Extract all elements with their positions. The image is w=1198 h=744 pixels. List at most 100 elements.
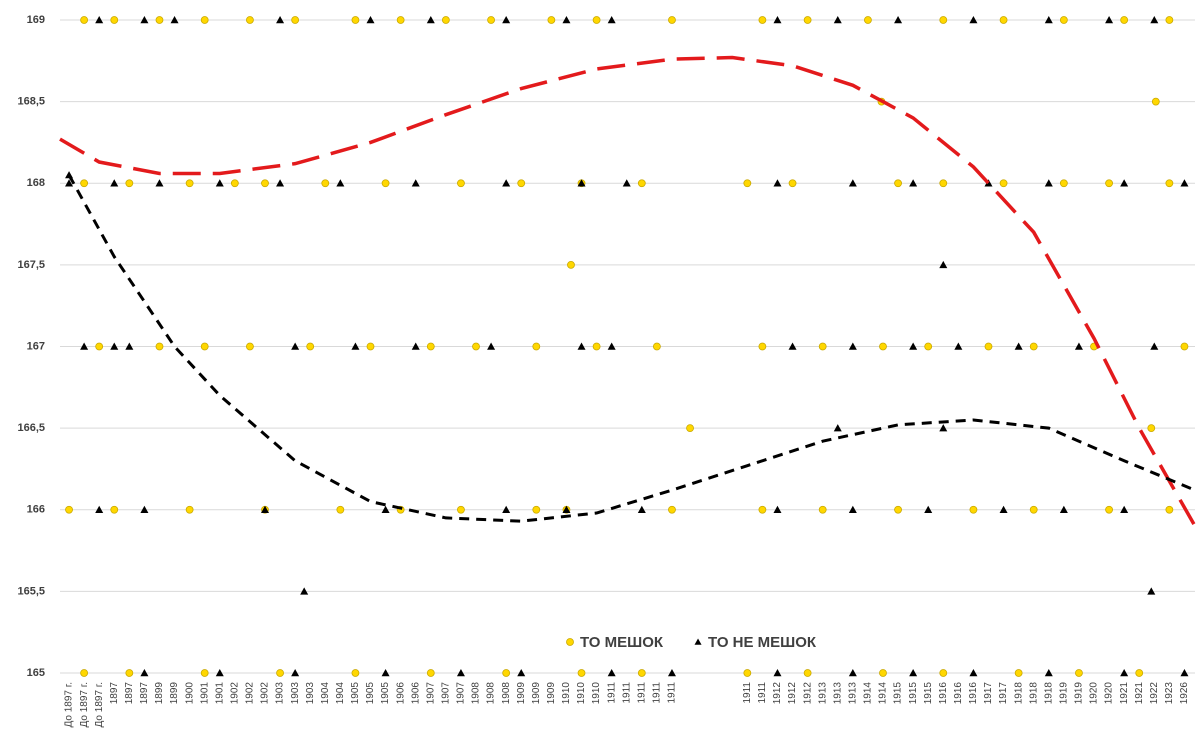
point bbox=[1147, 587, 1156, 595]
point bbox=[909, 342, 918, 350]
x-tick-label: 1903 bbox=[305, 682, 316, 705]
x-tick-label: 1897 bbox=[124, 682, 135, 705]
point bbox=[924, 505, 933, 513]
x-tick-label: 1906 bbox=[410, 682, 421, 705]
point bbox=[366, 342, 375, 351]
x-tick-label: 1897 bbox=[109, 682, 120, 705]
x-tick-label: 1901 bbox=[199, 682, 210, 705]
point bbox=[155, 179, 164, 187]
point bbox=[848, 342, 857, 350]
point bbox=[396, 16, 405, 24]
point bbox=[125, 669, 134, 677]
point bbox=[215, 669, 224, 677]
point bbox=[848, 179, 857, 187]
point bbox=[261, 179, 269, 188]
point bbox=[879, 342, 887, 351]
point bbox=[472, 342, 480, 351]
point bbox=[1165, 179, 1174, 188]
point bbox=[441, 16, 450, 24]
x-tick-label: 1899 bbox=[169, 682, 180, 705]
point bbox=[1120, 179, 1129, 187]
point bbox=[562, 16, 571, 24]
point bbox=[969, 669, 978, 677]
point bbox=[95, 505, 104, 513]
point bbox=[567, 260, 575, 269]
point bbox=[999, 505, 1008, 513]
point bbox=[246, 342, 254, 351]
x-tick-label: 1916 bbox=[968, 682, 979, 705]
x-tick-label: 1911 bbox=[667, 682, 678, 704]
point bbox=[1147, 424, 1156, 433]
point bbox=[200, 342, 209, 351]
y-tick-label: 166 bbox=[27, 504, 45, 516]
point bbox=[300, 587, 309, 595]
x-tick-label: 1907 bbox=[441, 682, 452, 705]
point bbox=[773, 505, 782, 513]
point bbox=[1150, 342, 1159, 350]
x-tick-label: 1911 bbox=[621, 682, 632, 704]
point bbox=[667, 669, 676, 677]
y-tick-label: 165 bbox=[27, 667, 45, 679]
point bbox=[939, 260, 948, 269]
x-tick-label: 1919 bbox=[1074, 682, 1085, 705]
point bbox=[80, 16, 89, 24]
x-tick-label: 1913 bbox=[832, 682, 843, 705]
point bbox=[260, 505, 269, 513]
point bbox=[939, 669, 948, 677]
y-tick-label: 165,5 bbox=[17, 585, 45, 597]
x-tick-label: 1909 bbox=[531, 682, 542, 705]
point bbox=[95, 342, 104, 351]
point bbox=[668, 505, 676, 514]
point bbox=[894, 16, 903, 24]
point bbox=[1044, 179, 1053, 187]
point bbox=[456, 669, 465, 677]
point bbox=[306, 342, 315, 351]
x-tick-label: 1911 bbox=[652, 682, 663, 704]
point bbox=[200, 669, 209, 677]
x-tick-label: 1918 bbox=[1013, 682, 1024, 705]
point bbox=[758, 505, 767, 514]
point bbox=[366, 16, 375, 24]
point bbox=[351, 669, 360, 677]
x-tick-label: 1914 bbox=[863, 682, 874, 705]
x-tick-label: 1914 bbox=[878, 682, 889, 705]
point bbox=[592, 16, 601, 24]
point bbox=[457, 505, 465, 514]
point bbox=[1044, 16, 1053, 24]
point bbox=[200, 16, 209, 24]
point bbox=[185, 505, 194, 514]
x-tick-label: 1915 bbox=[923, 682, 934, 705]
x-tick-label: 1912 bbox=[787, 682, 798, 705]
legend-marker bbox=[694, 638, 702, 645]
point bbox=[999, 16, 1008, 24]
point bbox=[125, 342, 134, 350]
x-tick-label: 1909 bbox=[546, 682, 557, 705]
x-tick-label: 1916 bbox=[953, 682, 964, 705]
x-tick-label: 1921 bbox=[1134, 682, 1145, 705]
point bbox=[487, 16, 495, 24]
point bbox=[803, 669, 812, 677]
x-tick-label: 1906 bbox=[395, 682, 406, 705]
point bbox=[276, 179, 285, 187]
point bbox=[818, 342, 827, 351]
point bbox=[110, 342, 119, 350]
y-tick-label: 167 bbox=[27, 340, 45, 352]
x-tick-label: 1907 bbox=[425, 682, 436, 705]
point bbox=[502, 669, 511, 677]
legend-marker bbox=[566, 638, 574, 646]
point bbox=[95, 16, 104, 24]
x-tick-label: 1920 bbox=[1104, 682, 1115, 705]
point bbox=[637, 179, 646, 188]
trendline bbox=[67, 174, 1196, 523]
point bbox=[80, 669, 89, 677]
point bbox=[517, 179, 526, 188]
x-tick-label: 1908 bbox=[471, 682, 482, 705]
x-tick-label: 1897 bbox=[139, 682, 150, 705]
point bbox=[110, 16, 119, 24]
point bbox=[1120, 669, 1129, 677]
point bbox=[411, 342, 420, 350]
point bbox=[622, 179, 631, 187]
point bbox=[939, 179, 948, 188]
x-tick-label: 1902 bbox=[260, 682, 271, 705]
point bbox=[125, 179, 134, 188]
